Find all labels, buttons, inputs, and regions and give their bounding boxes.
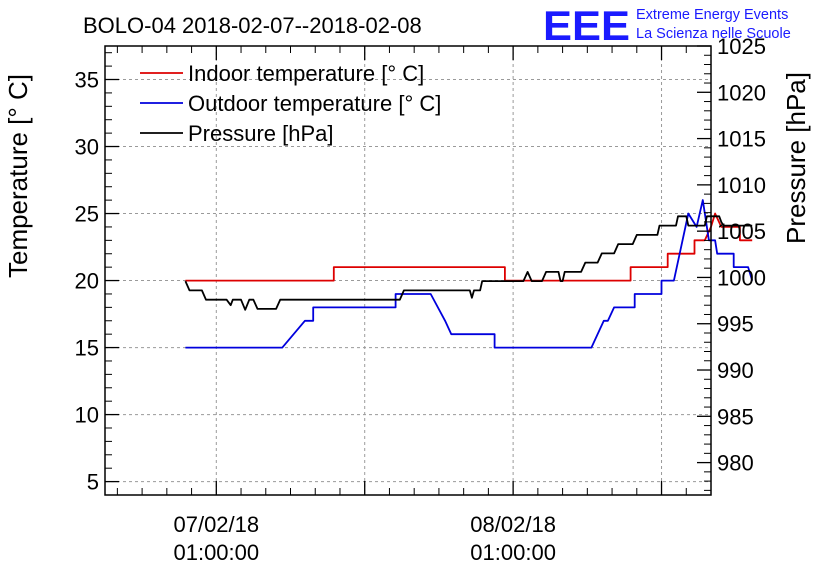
y2-tick-label: 1010 bbox=[717, 173, 766, 198]
plot-frame bbox=[104, 45, 712, 496]
eee-logo-line2: La Scienza nelle Scuole bbox=[636, 26, 791, 42]
eee-logo-mark: EEE bbox=[543, 2, 630, 49]
y-tick-label: 5 bbox=[87, 470, 99, 495]
y2-tick-label: 1005 bbox=[717, 219, 766, 244]
y2-tick-label: 1025 bbox=[717, 34, 766, 59]
x-tick-label-time: 01:00:00 bbox=[470, 540, 556, 565]
legend-label: Indoor temperature [° C] bbox=[188, 61, 424, 86]
x-tick-label-time: 01:00:00 bbox=[173, 540, 259, 565]
x-tick-label-date: 08/02/18 bbox=[470, 512, 556, 537]
legend: Indoor temperature [° C] Outdoor temperat… bbox=[140, 61, 441, 146]
series-line-outdoor bbox=[185, 199, 754, 349]
y-tick-label: 35 bbox=[75, 68, 99, 93]
y-axis-title: Temperature [° C] bbox=[3, 74, 33, 278]
chart-title: BOLO-04 2018-02-07--2018-02-08 bbox=[83, 13, 422, 38]
series-line-pressure bbox=[184, 215, 753, 311]
legend-label: Pressure [hPa] bbox=[188, 121, 334, 146]
y-tick-label: 20 bbox=[75, 269, 99, 294]
y-tick-label: 15 bbox=[75, 336, 99, 361]
axes: 5101520253035980985990995100010051010101… bbox=[75, 34, 766, 565]
eee-logo-line1: Extreme Energy Events bbox=[636, 7, 788, 23]
legend-label: Outdoor temperature [° C] bbox=[188, 91, 441, 116]
series-line-indoor bbox=[185, 212, 753, 282]
eee-logo: EEE Extreme Energy Events La Scienza nel… bbox=[543, 2, 791, 49]
y2-axis-title: Pressure [hPa] bbox=[781, 72, 811, 244]
y2-tick-label: 980 bbox=[717, 451, 754, 476]
y2-tick-label: 985 bbox=[717, 404, 754, 429]
y-tick-label: 25 bbox=[75, 202, 99, 227]
y2-tick-label: 990 bbox=[717, 358, 754, 383]
y-tick-label: 30 bbox=[75, 135, 99, 160]
y2-tick-label: 1000 bbox=[717, 265, 766, 290]
series-lines bbox=[184, 199, 754, 349]
y-tick-label: 10 bbox=[75, 403, 99, 428]
x-tick-label-date: 07/02/18 bbox=[173, 512, 259, 537]
y2-tick-label: 1020 bbox=[717, 80, 766, 105]
y2-tick-label: 1015 bbox=[717, 127, 766, 152]
y2-tick-label: 995 bbox=[717, 312, 754, 337]
